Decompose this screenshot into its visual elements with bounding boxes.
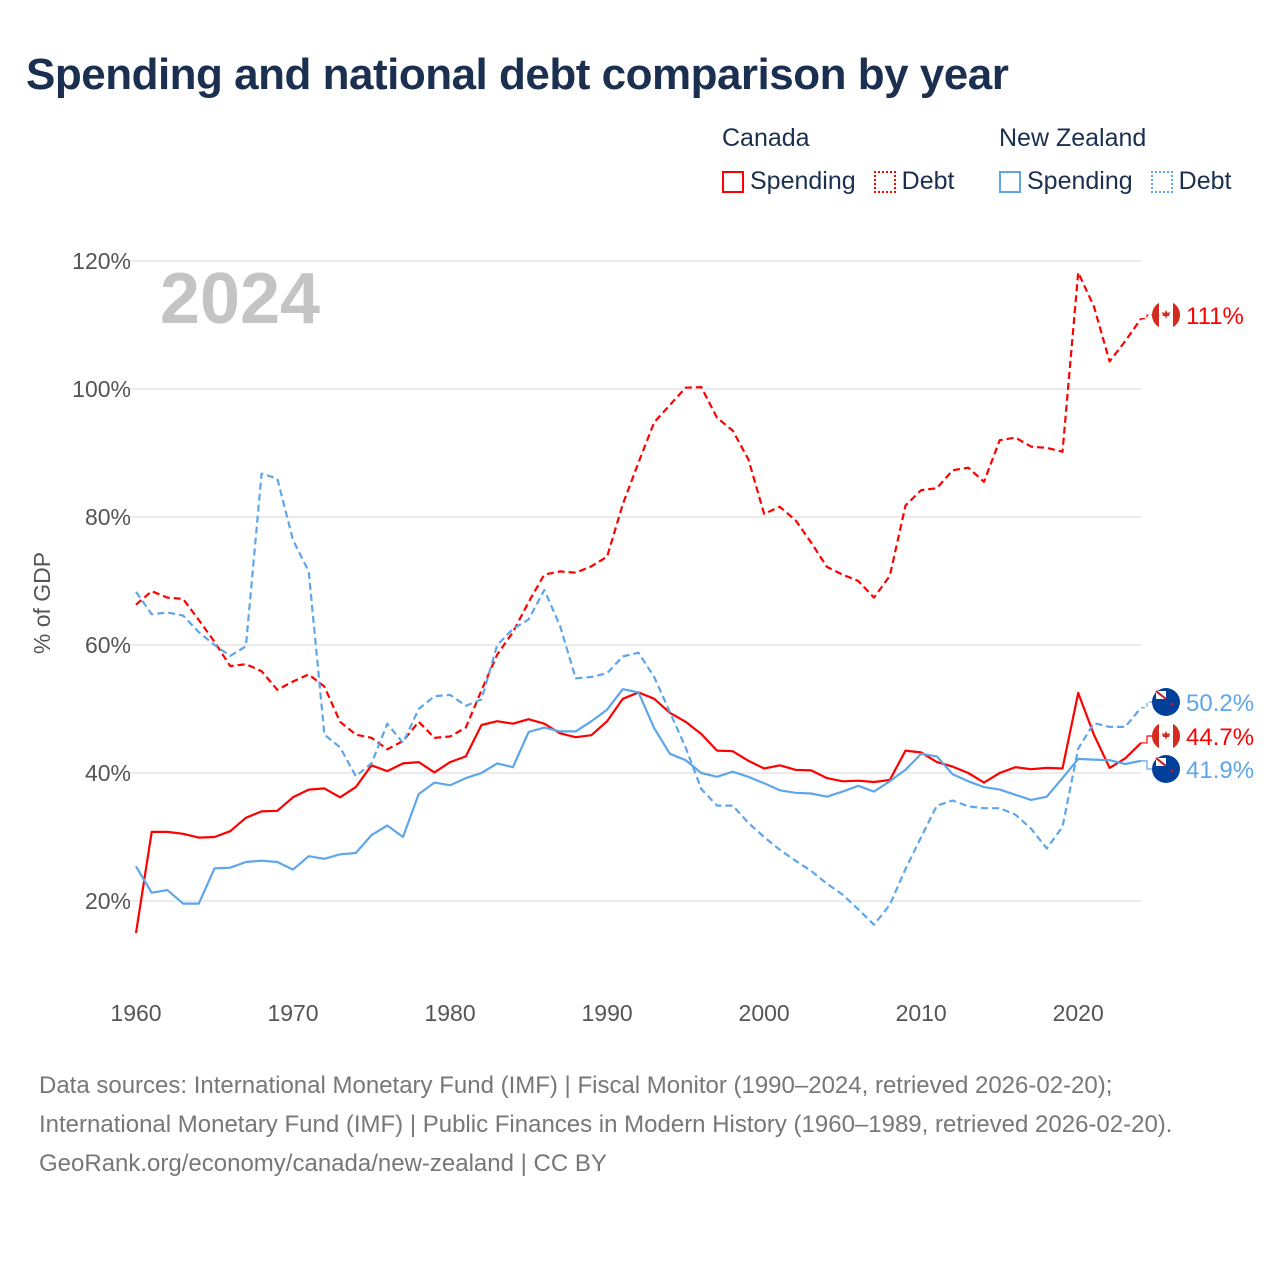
- canada-flag-icon: [1152, 301, 1180, 329]
- x-tick-label: 2010: [896, 1000, 947, 1026]
- y-tick-label: 80%: [85, 504, 131, 530]
- x-tick-label: 1960: [110, 1000, 161, 1026]
- flag-star: [1170, 702, 1174, 706]
- legend-swatch-dotted: [873, 170, 896, 193]
- flag-cross: [1155, 690, 1167, 700]
- x-tick-label: 1990: [582, 1000, 633, 1026]
- y-tick-label: 100%: [72, 376, 131, 402]
- legend-label: Spending: [1027, 167, 1133, 195]
- chart-title: Spending and national debt comparison by…: [26, 50, 1009, 99]
- end-connector: [1141, 760, 1152, 770]
- new-zealand-flag-icon: [1152, 688, 1180, 716]
- legend-item-canada-debt[interactable]: Debt: [873, 167, 955, 196]
- legend-group-new-zealand: New Zealand Spending Debt: [999, 124, 1249, 196]
- legend-group-title: Canada: [722, 124, 810, 152]
- legend-label: Debt: [901, 167, 955, 195]
- x-tick-label: 1980: [424, 1000, 475, 1026]
- flag-band: [1152, 723, 1159, 749]
- y-axis-label: % of GDP: [29, 552, 55, 654]
- legend-group-canada: Canada Spending Debt: [722, 124, 972, 196]
- legend-swatch-dotted: [1150, 170, 1173, 193]
- flag-band: [1173, 302, 1180, 328]
- y-tick-label: 40%: [85, 760, 131, 786]
- end-value-label: 111%: [1186, 303, 1244, 330]
- flag-band: [1152, 302, 1159, 328]
- x-tick-label: 2000: [739, 1000, 790, 1026]
- y-tick-label: 20%: [85, 888, 131, 914]
- series-line-canada-spending: [134, 691, 1142, 934]
- data-sources: Data sources: International Monetary Fun…: [39, 1072, 1173, 1138]
- legend-item-canada-spending[interactable]: Spending: [722, 167, 856, 196]
- line-chart: 20% 40% 60% 80% 100% 120% 1960 1970 1980 1990 2000…: [29, 248, 1254, 1026]
- flag-band: [1173, 723, 1180, 749]
- end-value-label: 50.2%: [1186, 690, 1254, 717]
- y-tick-label: 120%: [72, 248, 131, 274]
- legend-swatch-solid: [999, 170, 1021, 193]
- y-tick-label: 60%: [85, 632, 131, 658]
- series-line-new-zealand-debt: [135, 472, 1142, 926]
- legend-label: Debt: [1178, 167, 1232, 195]
- flag-star: [1170, 769, 1174, 773]
- legend-label: Spending: [750, 167, 856, 195]
- flag-cross: [1155, 757, 1167, 767]
- new-zealand-flag-icon: [1152, 755, 1180, 783]
- end-value-label: 44.7%: [1186, 724, 1254, 751]
- x-tick-label: 1970: [267, 1000, 318, 1026]
- legend-swatch-solid: [722, 170, 744, 193]
- footer: Data sources: International Monetary Fun…: [39, 1066, 1239, 1183]
- end-value-label: 41.9%: [1186, 757, 1254, 784]
- legend-item-nz-debt[interactable]: Debt: [1150, 167, 1232, 196]
- year-watermark: 2024: [160, 259, 320, 339]
- legend-item-nz-spending[interactable]: Spending: [999, 167, 1133, 196]
- canada-flag-icon: [1152, 722, 1180, 750]
- series-line-canada-debt: [135, 271, 1142, 751]
- series-line-new-zealand-spending: [135, 688, 1142, 905]
- end-connector: [1141, 735, 1152, 744]
- end-connector: [1141, 314, 1152, 320]
- end-connector: [1141, 701, 1152, 709]
- maple-leaf-icon: [1162, 310, 1170, 319]
- attribution-link[interactable]: GeoRank.org/economy/canada/new-zealand |…: [39, 1150, 607, 1177]
- legend-group-title: New Zealand: [999, 124, 1147, 152]
- x-tick-label: 2020: [1053, 1000, 1104, 1026]
- maple-leaf-icon: [1162, 731, 1170, 740]
